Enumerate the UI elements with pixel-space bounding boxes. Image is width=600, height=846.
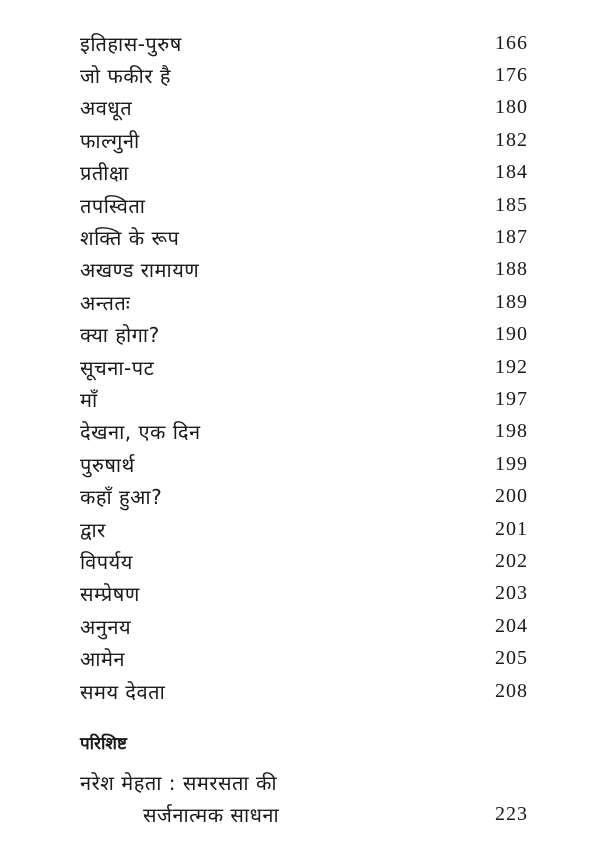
toc-entry: प्रतीक्षा 184: [80, 158, 528, 188]
toc-entry: फाल्गुनी 182: [80, 125, 528, 155]
entry-page-number: 188: [495, 258, 528, 281]
toc-entry: सम्प्रेषण 203: [80, 579, 528, 609]
entry-page-number: 204: [495, 614, 528, 637]
toc-entry: द्वार 201: [80, 514, 528, 544]
entry-page-number: 189: [495, 290, 528, 313]
entry-title: इतिहास-पुरुष: [80, 31, 182, 56]
entry-title: शक्ति के रूप: [80, 225, 180, 250]
entry-title: द्वार: [80, 517, 106, 542]
entry-page-number: 184: [495, 161, 528, 184]
entry-page-number: 208: [495, 679, 528, 702]
entry-title: अवधूत: [80, 96, 133, 121]
entry-title: पुरुषार्थ: [80, 452, 135, 477]
entry-page-number: 223: [495, 802, 528, 825]
entry-title: जो फकीर है: [80, 63, 171, 88]
toc-entry: अन्ततः 189: [80, 287, 528, 317]
entry-page-number: 199: [495, 452, 528, 475]
entry-page-number: 201: [495, 517, 528, 540]
entry-title: प्रतीक्षा: [80, 161, 129, 186]
toc-entry: अवधूत 180: [80, 93, 528, 123]
entry-page-number: 166: [495, 31, 528, 54]
entry-page-number: 200: [495, 485, 528, 508]
toc-entry: देखना, एक दिन 198: [80, 417, 528, 447]
toc-entry: जो फकीर है 176: [80, 60, 528, 90]
toc-entry: तपस्विता 185: [80, 190, 528, 220]
entry-title: माँ: [80, 387, 98, 412]
toc-entry: विपर्यय 202: [80, 546, 528, 576]
toc-entry: समय देवता 208: [80, 676, 528, 706]
entry-page-number: 205: [495, 647, 528, 670]
entry-page-number: 202: [495, 549, 528, 572]
toc-entry: इतिहास-पुरुष 166: [80, 28, 528, 58]
appendix-entry-line1: नरेश मेहता : समरसता की: [80, 767, 528, 797]
entry-title: अखण्ड रामायण: [80, 258, 200, 283]
entry-page-number: 190: [495, 323, 528, 346]
entry-title: नरेश मेहता : समरसता की: [80, 770, 278, 795]
entry-title: अन्ततः: [80, 290, 131, 315]
toc-entry: शक्ति के रूप 187: [80, 222, 528, 252]
entry-page-number: 203: [495, 582, 528, 605]
entry-page-number: 192: [495, 355, 528, 378]
entry-page-number: 180: [495, 96, 528, 119]
toc-entry: सूचना-पट 192: [80, 352, 528, 382]
toc-entry: माँ 197: [80, 384, 528, 414]
entry-title: आमेन: [80, 647, 125, 672]
entry-page-number: 198: [495, 420, 528, 443]
entry-title: अनुनय: [80, 614, 132, 639]
entry-page-number: 176: [495, 63, 528, 86]
entry-page-number: 197: [495, 387, 528, 410]
toc-entry: अनुनय 204: [80, 611, 528, 641]
appendix-entry-line2: सर्जनात्मक साधना 223: [80, 799, 528, 829]
entry-title: सम्प्रेषण: [80, 582, 140, 607]
toc-entry: क्या होगा? 190: [80, 320, 528, 350]
entry-title: कहाँ हुआ?: [80, 485, 163, 510]
entry-title: सर्जनात्मक साधना: [143, 802, 280, 827]
toc-entry: अखण्ड रामायण 188: [80, 255, 528, 285]
entry-page-number: 185: [495, 193, 528, 216]
toc-entry: कहाँ हुआ? 200: [80, 482, 528, 512]
entry-title: विपर्यय: [80, 549, 133, 574]
appendix-heading: परिशिष्ट: [80, 734, 127, 754]
toc-entry: आमेन 205: [80, 644, 528, 674]
entry-title: देखना, एक दिन: [80, 420, 201, 445]
entry-title: तपस्विता: [80, 193, 146, 218]
entry-title: फाल्गुनी: [80, 128, 140, 153]
entry-page-number: 187: [495, 225, 528, 248]
entry-page-number: 182: [495, 128, 528, 151]
entry-title: सूचना-पट: [80, 355, 155, 380]
entry-title: समय देवता: [80, 679, 166, 704]
toc-entry: पुरुषार्थ 199: [80, 449, 528, 479]
entry-title: क्या होगा?: [80, 323, 160, 348]
